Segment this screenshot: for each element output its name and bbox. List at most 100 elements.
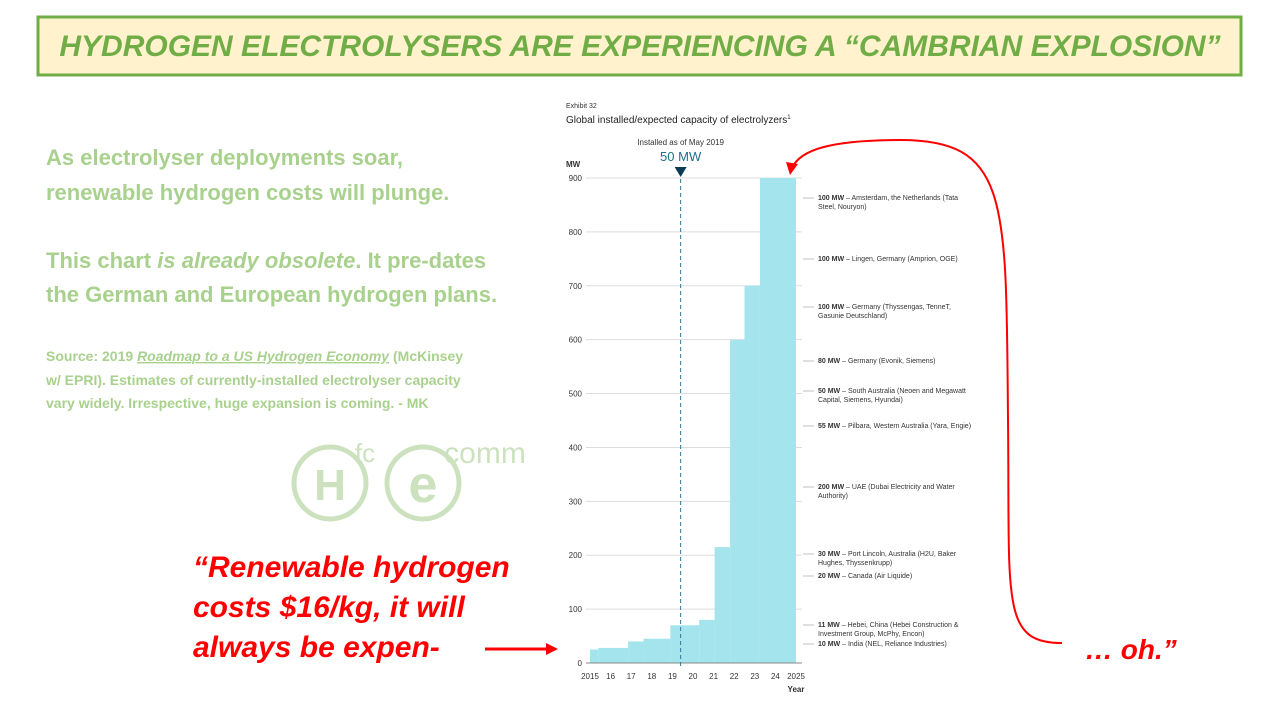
x-axis-label: Year [788,685,805,694]
annotation: 55 MW – Pilbara, Western Australia (Yara… [818,423,971,430]
y-tick-label: 700 [569,282,583,291]
quote-line: always be expen- [193,631,440,664]
arrowhead [546,643,558,655]
paragraph-line: the German and European hydrogen plans. [46,282,497,307]
logo: H fc e comm [291,437,526,522]
paragraph-line: This chart is already obsolete. It pre-d… [46,248,486,273]
annotation: 30 MW – Port Lincoln, Australia (H2U, Ba… [818,551,957,558]
text: . It pre-dates [355,248,486,273]
x-tick-label: 23 [750,672,759,681]
annotation: Hughes, Thyssenkrupp) [818,560,892,567]
marker-caption: Installed as of May 2019 [637,138,724,147]
x-tick-label: 16 [606,672,615,681]
annotation: Gasunie Deutschland) [818,313,887,320]
y-tick-label: 100 [569,605,583,614]
chart-title: Global installed/expected capacity of el… [566,115,791,126]
annotation-text: – Germany (Evonik, Siemens) [840,358,935,365]
step-bar [670,625,700,663]
step-bar [590,649,599,663]
step-bar [730,339,745,663]
annotation: Capital, Siemens, Hyundai) [818,397,903,404]
annotation-bold: 55 MW [818,423,841,430]
y-tick-label: 600 [569,336,583,345]
annotation-text: – Lingen, Germany (Amprion, OGE) [844,256,958,263]
y-axis-label: MW [566,160,581,169]
y-tick-label: 200 [569,551,583,560]
y-tick-label: 900 [569,174,583,183]
slide-title: HYDROGEN ELECTROLYSERS ARE EXPERIENCING … [59,30,1220,63]
annotation: 80 MW – Germany (Evonik, Siemens) [818,358,935,365]
annotation: 200 MW – UAE (Dubai Electricity and Wate… [818,484,955,491]
annotation: Steel, Nouryon) [818,204,867,211]
paragraph-line: As electrolyser deployments soar, [46,145,403,170]
logo-text: e [409,456,438,514]
y-tick-label: 0 [578,659,583,668]
x-tick-label: 21 [709,672,718,681]
footnote: 1 [787,115,791,121]
annotation: Investment Group, McPhy, Encon) [818,631,924,638]
annotation-text: – Hebei, China (Hebei Construction & [840,622,959,629]
arrow [791,138,1063,644]
logo-text: fc [355,438,375,468]
annotation: Authority) [818,493,848,500]
logo-ring [291,444,369,522]
step-bar [643,638,671,663]
annotation-bold: 100 MW [818,195,844,202]
emphasis: is already obsolete [157,248,355,273]
x-tick-label: 2025 [787,672,805,681]
annotation: 10 MW – India (NEL, Reliance Industries) [818,641,947,648]
y-tick-label: 300 [569,497,583,506]
logo-text: H [314,461,346,510]
annotation-bold: 10 MW [818,641,841,648]
paragraph-line: renewable hydrogen costs will plunge. [46,180,449,205]
text: (McKinsey [389,348,463,364]
x-tick-label: 19 [668,672,677,681]
x-tick-label: 18 [647,672,656,681]
x-tick-label: 20 [689,672,698,681]
annotation-text: – India (NEL, Reliance Industries) [840,641,947,648]
annotation-text: – Port Lincoln, Australia (H2U, Baker [840,551,957,558]
annotation-bold: 100 MW [818,256,844,263]
text: Global installed/expected capacity of el… [566,115,787,126]
link-title: Roadmap to a US Hydrogen Economy [137,348,390,364]
annotation-bold: 11 MW [818,622,840,629]
annotation-text: – Canada (Air Liquide) [840,573,912,580]
annotation-text: – UAE (Dubai Electricity and Water [844,484,955,491]
annotation-bold: 200 MW [818,484,844,491]
text: This chart [46,248,157,273]
x-tick-label: 17 [627,672,636,681]
annotation: 20 MW – Canada (Air Liquide) [818,573,912,580]
arrowhead [786,162,798,175]
plot: 0 100 200 300 400 500 600 700 800 900 2015 16 17 18 19… [569,138,971,681]
annotation-text: – South Australia (Neoen and Megawatt [840,388,966,395]
title-box [36,15,1243,77]
step-bar [628,641,644,663]
annotation-bold: 30 MW [818,551,841,558]
x-tick-label: 22 [730,672,739,681]
step-bar [699,619,715,663]
logo-text: comm [444,437,526,470]
y-tick-label: 400 [569,443,583,452]
text: Source: 2019 [46,348,137,364]
logo-ring [384,444,462,522]
x-tick-label: 24 [771,672,780,681]
y-tick-label: 500 [569,390,583,399]
annotation-bold: 100 MW [818,304,844,311]
annotation: 50 MW – South Australia (Neoen and Megaw… [818,388,966,395]
annotation: 100 MW – Germany (Thyssengas, TenneT, [818,304,951,311]
marker-triangle [674,167,687,177]
annotation-bold: 50 MW [818,388,841,395]
step-bar [759,178,796,663]
step-bar [714,547,731,663]
y-tick-label: 800 [569,228,583,237]
annotation-bold: 20 MW [818,573,841,580]
quote-line: “Renewable hydrogen [193,551,510,584]
annotation: 100 MW – Lingen, Germany (Amprion, OGE) [818,256,958,263]
marker-label: 50 MW [660,149,702,164]
quote-line: costs $16/kg, it will [193,591,465,624]
step-bar [744,285,760,663]
exhibit: Exhibit 32 [566,103,597,110]
source-line: vary widely. Irrespective, huge expansio… [46,395,429,411]
annotation: 11 MW – Hebei, China (Hebei Construction… [818,622,959,629]
source-line: Source: 2019 Roadmap to a US Hydrogen Ec… [46,348,463,364]
